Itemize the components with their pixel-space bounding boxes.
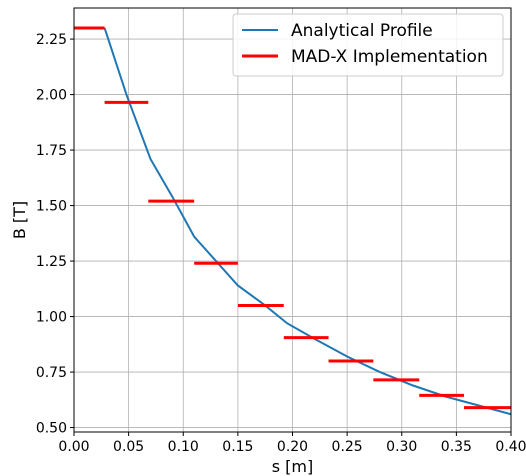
x-tick-label: 0.30: [386, 439, 417, 455]
y-tick-label: 2.25: [36, 32, 67, 48]
y-tick-label: 1.00: [36, 310, 67, 326]
x-tick-label: 0.40: [495, 439, 526, 455]
x-axis-label: s [m]: [272, 457, 314, 476]
y-tick-label: 2.00: [36, 88, 67, 104]
legend: Analytical Profile MAD-X Implementation: [232, 13, 504, 77]
x-tick-label: 0.20: [277, 439, 308, 455]
legend-label-madx-implementation: MAD-X Implementation: [291, 47, 488, 67]
analytical-profile-line: [103, 27, 512, 416]
plot-lines: [74, 26, 512, 416]
x-tick-label: 0.00: [58, 439, 89, 455]
y-axis-label: B [T]: [10, 201, 29, 239]
y-tick-label: 1.50: [36, 199, 67, 215]
axis-ticks: 0.00 0.05 0.10 0.15 0.20 0.25 0.30 0.35 0.40 0.50…: [36, 32, 526, 455]
y-tick-label: 0.75: [36, 365, 67, 381]
x-tick-label: 0.05: [113, 439, 144, 455]
y-tick-label: 1.75: [36, 143, 67, 159]
legend-label-analytical-profile: Analytical Profile: [291, 21, 433, 41]
x-tick-label: 0.15: [222, 439, 253, 455]
x-tick-label: 0.35: [441, 439, 472, 455]
x-tick-label: 0.10: [168, 439, 199, 455]
y-tick-label: 0.50: [36, 421, 67, 437]
y-tick-label: 1.25: [36, 254, 67, 270]
legend-box: [232, 13, 504, 77]
x-tick-label: 0.25: [332, 439, 363, 455]
